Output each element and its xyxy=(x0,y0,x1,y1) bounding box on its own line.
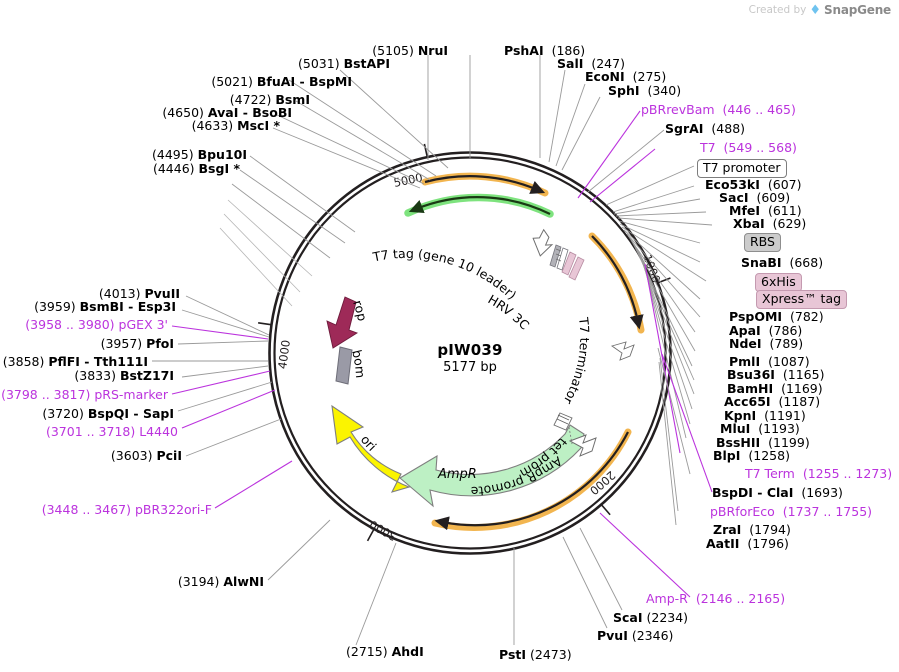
enzyme-label-bsu36i[interactable]: Bsu36I (1165) xyxy=(727,367,825,382)
enzyme-label-pvui[interactable]: PvuI (2346) xyxy=(597,628,674,643)
orange-arc-top xyxy=(421,172,549,197)
snapgene-leaf-icon: ♦ xyxy=(809,2,822,18)
orange-arc-bottom xyxy=(431,428,632,531)
credit-prefix: Created by xyxy=(748,4,807,16)
enzyme-label-pmli[interactable]: PmlI (1087) xyxy=(729,354,810,369)
feature-label-l4440[interactable]: (3701 .. 3718) L4440 xyxy=(45,424,178,439)
enzyme-label-bspqi-sapi[interactable]: (3720) BspQI - SapI xyxy=(42,406,174,421)
enzyme-label-pfoi[interactable]: (3957) PfoI xyxy=(100,336,174,351)
ori-feature-arrow xyxy=(331,404,411,493)
feature-label-t7[interactable]: T7 (549 .. 568) xyxy=(700,140,797,155)
ampr-feature-arrow xyxy=(399,424,585,508)
enzyme-label-scai[interactable]: ScaI (2234) xyxy=(613,610,689,625)
enzyme-label-snabi[interactable]: SnaBI (668) xyxy=(741,255,824,270)
curved-label-bom: bom xyxy=(349,348,368,378)
enzyme-label-acc65i[interactable]: Acc65I (1187) xyxy=(724,394,821,409)
enzyme-label-psti[interactable]: PstI (2473) xyxy=(499,647,572,662)
enzyme-label-xbai[interactable]: XbaI (629) xyxy=(733,216,807,231)
enzyme-label-bspdi-clai[interactable]: BspDI - ClaI (1693) xyxy=(712,485,843,500)
enzyme-label-bsmi[interactable]: (4722) BsmI xyxy=(229,92,310,107)
orange-arc-right xyxy=(588,232,645,334)
enzyme-label-apai[interactable]: ApaI (786) xyxy=(729,323,803,338)
enzyme-label-bstapi[interactable]: (5031) BstAPI xyxy=(298,56,390,71)
feature-box-xpress-tag[interactable]: Xpress™ tag xyxy=(756,290,848,309)
enzyme-label-eco53ki[interactable]: Eco53kI (607) xyxy=(705,177,802,192)
enzyme-label-kpni[interactable]: KpnI (1191) xyxy=(724,408,806,423)
leader-lines-bottom xyxy=(355,512,691,646)
feature-box-rbs[interactable]: RBS xyxy=(744,233,781,252)
curved-label-rop: rop xyxy=(350,298,370,322)
feature-label-amp-r[interactable]: Amp-R (2146 .. 2165) xyxy=(646,591,786,606)
plasmid-size: 5177 bp xyxy=(443,360,497,375)
enzyme-label-saci[interactable]: SacI (609) xyxy=(719,190,791,205)
enzyme-label-sgrai[interactable]: SgrAI (488) xyxy=(665,121,746,136)
enzyme-label-pspomi[interactable]: PspOMI (782) xyxy=(729,309,824,324)
feature-label-prs-marker[interactable]: (3798 .. 3817) pRS-marker xyxy=(1,387,168,402)
credit-brand: SnapGene xyxy=(824,3,891,17)
bom-feature-box xyxy=(335,346,353,385)
t7-terminator-glyph xyxy=(553,412,573,431)
enzyme-label-pshai[interactable]: PshAI (186) xyxy=(504,43,586,58)
enzyme-label-alwni[interactable]: (3194) AlwNI xyxy=(177,574,264,589)
snapgene-credit: Created by ♦ SnapGene xyxy=(748,2,892,18)
feature-label-pbrrevbam[interactable]: pBRrevBam (446 .. 465) xyxy=(641,102,796,117)
leader-lines-right xyxy=(612,185,713,526)
enzyme-label-mfei[interactable]: MfeI (611) xyxy=(729,203,802,218)
feature-label-pbr322ori-f[interactable]: (3448 .. 3467) pBR322ori-F xyxy=(41,502,212,517)
enzyme-label-pcii[interactable]: (3603) PciI xyxy=(110,448,182,463)
feature-label-t7-term[interactable]: T7 Term (1255 .. 1273) xyxy=(745,466,893,481)
leader-lines-top-right xyxy=(539,55,695,206)
tick-label-5000: 5000 xyxy=(392,170,424,190)
enzyme-label-sali[interactable]: SalI (247) xyxy=(557,56,625,71)
tick-label-3000: 3000 xyxy=(367,517,399,543)
enzyme-label-msci[interactable]: (4633) MscI * xyxy=(191,118,280,133)
enzyme-label-pvuii[interactable]: (4013) PvuII xyxy=(98,286,180,301)
enzyme-label-avai-bsobi[interactable]: (4650) AvaI - BsoBI xyxy=(162,105,292,120)
green-arc-top xyxy=(404,193,554,218)
enzyme-label-ndei[interactable]: NdeI (789) xyxy=(729,336,804,351)
rop-feature-arrow xyxy=(326,296,359,349)
enzyme-label-bstz17i[interactable]: (3833) BstZ17I xyxy=(74,368,174,383)
enzyme-label-sphi[interactable]: SphI (340) xyxy=(608,83,682,98)
plasmid-title-block: pIW039 5177 bp xyxy=(370,341,570,375)
enzyme-label-mlui[interactable]: MluI (1193) xyxy=(720,421,800,436)
tag-cluster-features xyxy=(532,228,585,281)
tick-label-4000: 4000 xyxy=(275,339,293,370)
ampr-promoter-glyph xyxy=(610,341,635,361)
feature-box-t7-promoter[interactable]: T7 promoter xyxy=(697,159,787,178)
feature-label-pgex-3prime[interactable]: (3958 .. 3980) pGEX 3' xyxy=(25,317,168,332)
enzyme-label-bsshii[interactable]: BssHII (1199) xyxy=(716,435,810,450)
plasmid-name: pIW039 xyxy=(437,341,503,359)
enzyme-label-bpu10i[interactable]: (4495) Bpu10I xyxy=(152,147,247,162)
feature-label-pbrforeco[interactable]: pBRforEco (1737 .. 1755) xyxy=(710,504,873,519)
curved-label-t7-tag: T7 tag (gene 10 leader) xyxy=(371,246,520,303)
enzyme-label-econi[interactable]: EcoNI (275) xyxy=(585,69,667,84)
enzyme-label-blpi[interactable]: BlpI (1258) xyxy=(713,448,790,463)
enzyme-label-aatii[interactable]: AatII (1796) xyxy=(706,536,789,551)
enzyme-label-bamhi[interactable]: BamHI (1169) xyxy=(727,381,823,396)
leader-lines-left xyxy=(152,295,331,581)
map-label-ampr: AmpR xyxy=(438,467,477,482)
enzyme-label-bsgi[interactable]: (4446) BsgI * xyxy=(152,161,240,176)
leader-lines-top-left xyxy=(219,55,471,307)
enzyme-label-ahdi[interactable]: (2715) AhdI xyxy=(346,644,424,659)
enzyme-label-bfuai-bspmi[interactable]: (5021) BfuAI - BspMI xyxy=(211,74,352,89)
enzyme-label-nrui[interactable]: (5105) NruI xyxy=(372,43,448,58)
enzyme-label-bsmbi-esp3i[interactable]: (3959) BsmBI - Esp3I xyxy=(34,299,176,314)
enzyme-label-zrai[interactable]: ZraI (1794) xyxy=(713,522,791,537)
tet-promoter-glyph xyxy=(568,434,597,457)
enzyme-label-pflfi-tth111i[interactable]: (3858) PflFI - Tth111I xyxy=(2,354,148,369)
